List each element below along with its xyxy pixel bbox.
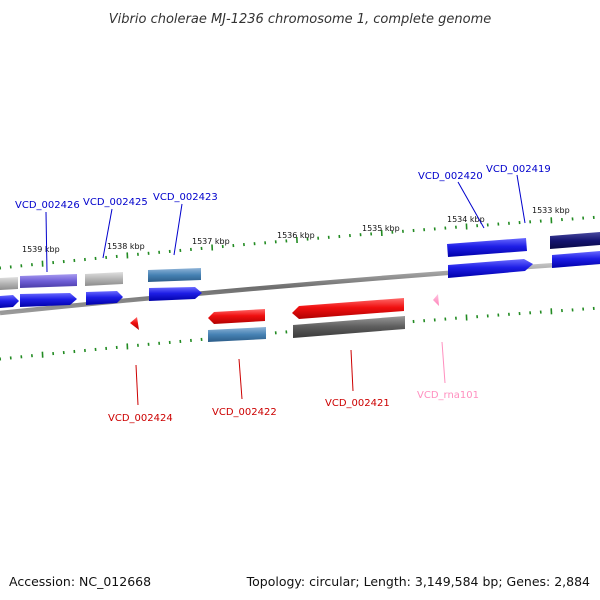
genome-summary-text: Topology: circular; Length: 3,149,584 bp… (246, 574, 590, 589)
scale-label-1536-kbp: 1536 kbp (277, 231, 315, 240)
feature-cds-vcd-002424[interactable] (130, 317, 139, 330)
scale-label-1533-kbp: 1533 kbp (532, 206, 570, 215)
gene-label-vcd-002420[interactable]: VCD_002420 (418, 171, 483, 182)
gene-label-vcd-002423[interactable]: VCD_002423 (153, 192, 218, 203)
scale-label-1537-kbp: 1537 kbp (192, 237, 230, 246)
scale-ticks-upper (0, 215, 595, 270)
feature-rna-vcd-rna101[interactable] (433, 294, 439, 306)
feature-cds-vcd-002422[interactable] (208, 309, 265, 324)
feature-cog-vcd-002420[interactable] (447, 238, 527, 257)
leader-lines (45, 174, 526, 406)
gene-label-vcd-rna101[interactable]: VCD_rna101 (417, 390, 479, 401)
gene-label-vcd-002421[interactable]: VCD_002421 (325, 398, 390, 409)
feature-cds-vcd-002419[interactable] (552, 251, 600, 268)
gene-label-vcd-002424[interactable]: VCD_002424 (108, 413, 173, 424)
gene-label-vcd-002419[interactable]: VCD_002419 (486, 164, 551, 175)
feature-cds-vcd-002421[interactable] (292, 298, 404, 319)
gene-label-vcd-002422[interactable]: VCD_002422 (212, 407, 277, 418)
feature-cog-vcd-002419[interactable] (550, 232, 600, 249)
feature-cog-vcd-002426[interactable] (20, 274, 77, 288)
accession-text: Accession: NC_012668 (9, 574, 152, 589)
gene-label-vcd-002426[interactable]: VCD_002426 (15, 200, 80, 211)
feature-cds-vcd-002420[interactable] (448, 259, 533, 278)
feature-cog-vcd-002422[interactable] (208, 327, 266, 342)
scale-label-1539-kbp: 1539 kbp (22, 245, 60, 254)
scale-label-1534-kbp: 1534 kbp (447, 215, 485, 224)
feature-cds-vcd-002426[interactable] (20, 293, 77, 307)
gene-label-vcd-002425[interactable]: VCD_002425 (83, 197, 148, 208)
feature-cds-left-edge[interactable] (0, 295, 19, 308)
feature-cog-vcd-002421[interactable] (293, 316, 405, 338)
feature-cog-vcd-002423[interactable] (148, 268, 201, 282)
map-title: Vibrio cholerae MJ-1236 chromosome 1, co… (109, 12, 491, 27)
feature-cds-vcd-002425[interactable] (86, 291, 123, 305)
feature-cog-vcd-002425[interactable] (85, 272, 123, 286)
feature-cds-vcd-002423[interactable] (149, 287, 202, 301)
scale-label-1535-kbp: 1535 kbp (362, 224, 400, 233)
feature-cog-left-edge[interactable] (0, 277, 18, 290)
scale-label-1538-kbp: 1538 kbp (107, 242, 145, 251)
